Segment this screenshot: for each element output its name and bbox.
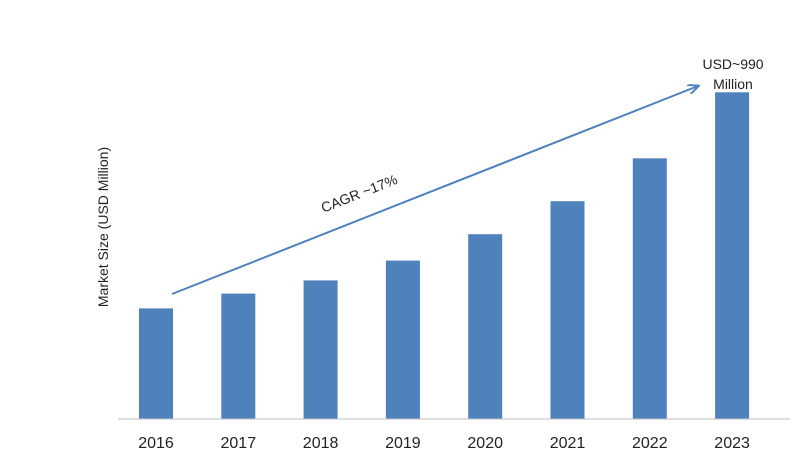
- x-tick-label-2022: 2022: [632, 435, 668, 452]
- x-tick-label-2020: 2020: [467, 435, 503, 452]
- bar-2021: [550, 201, 585, 419]
- end-value-annotation-line1: USD~990: [702, 56, 763, 72]
- x-tick-label-2016: 2016: [138, 435, 174, 452]
- cagr-trend-arrow: [171, 86, 698, 295]
- y-axis-label: Market Size (USD Million): [95, 147, 111, 307]
- x-tick-label-2021: 2021: [550, 435, 586, 452]
- end-value-annotation-line2: Million: [713, 76, 753, 92]
- x-tick-label-2018: 2018: [303, 435, 339, 452]
- x-tick-label-2017: 2017: [221, 435, 257, 452]
- x-tick-label-2023: 2023: [714, 435, 750, 452]
- x-tick-labels: 2016 2017 2018 2019 2020 2021 2022 2023: [138, 435, 750, 452]
- bar-2018: [303, 280, 338, 419]
- bar-2020: [468, 234, 503, 419]
- bar-2022: [632, 158, 667, 420]
- bar-2023: [715, 92, 750, 420]
- x-tick-label-2019: 2019: [385, 435, 421, 452]
- bar-group: [139, 92, 750, 420]
- bar-2019: [385, 260, 420, 419]
- bar-2016: [139, 308, 173, 419]
- bar-2017: [221, 293, 256, 419]
